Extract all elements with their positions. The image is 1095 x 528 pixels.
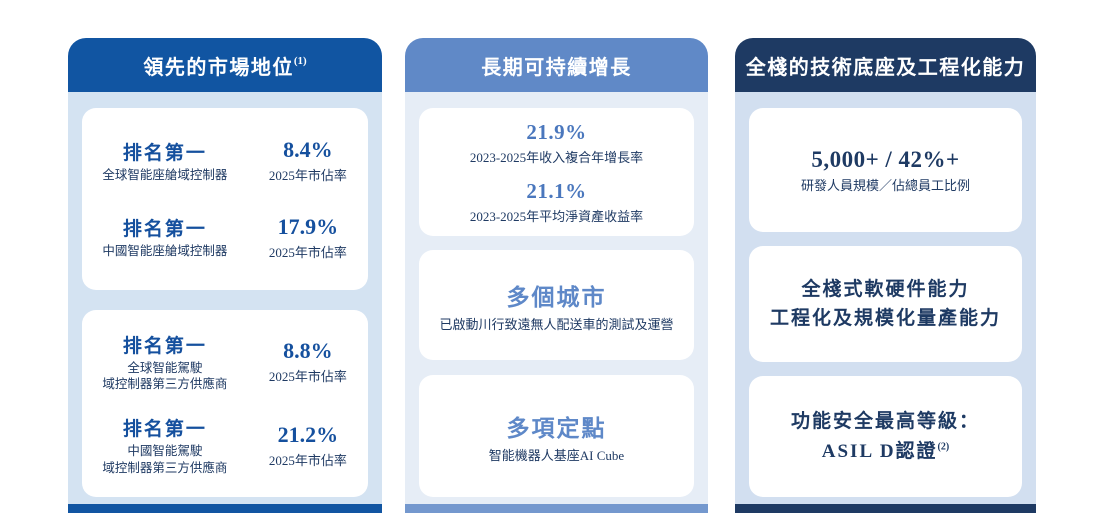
cagr-value: 21.9% [526,119,587,144]
design-wins-value: 多項定點 [506,415,607,441]
capability-card: 全棧式軟硬件能力 工程化及規模化量產能力 [749,246,1022,362]
market-share-value: 8.8% [283,338,333,364]
column-panel: 21.9% 2023-2025年收入複合年增長率 21.1% 2023-2025… [405,92,708,504]
market-share-caption: 2025年市佔率 [268,369,347,385]
column-header-fullstack-technology: 全棧的技術底座及工程化能力 [735,38,1036,92]
market-share-value: 21.2% [277,421,339,447]
column-panel: 5,000+ / 42%+ 研發人員規模／佔總員工比例 全棧式軟硬件能力 工程化… [735,92,1036,504]
column-market-position: 領先的市場地位 (1) 排名第一 全球智能座艙域控制器 8.4% 2025年市佔率 [68,38,382,513]
market-share-caption: 2025年市佔率 [268,452,347,468]
column-title: 領先的市場地位 [143,56,294,79]
stat-card-design-wins: 多項定點 智能機器人基座AI Cube [419,375,694,497]
ranking-entry: 排名第一 中國智能座艙域控制器 17.9% 2025年市佔率 [82,214,368,261]
stat-block: 多個城市 已啟動川行致遠無人配送車的測試及運營 [419,278,694,333]
capability-line: 工程化及規模化量產能力 [769,308,1001,329]
market-share-value: 17.9% [277,213,339,239]
rd-staff-caption: 研發人員規模／佔總員工比例 [800,177,970,193]
stat-card-cities: 多個城市 已啟動川行致遠無人配送車的測試及運營 [419,250,694,360]
ranking-entry: 排名第一 中國智能駕駛 域控制器第三方供應商 21.2% 2025年市佔率 [82,414,368,477]
ranking-subtitle: 全球智能座艙域控制器 [102,167,228,182]
column-footer-bar [68,504,382,513]
ranking-label-block: 排名第一 全球智能座艙域控制器 [82,138,248,184]
ranking-entry: 排名第一 全球智能駕駛 域控制器第三方供應商 8.8% 2025年市佔率 [82,331,368,394]
ranking-label-block: 排名第一 中國智能座艙域控制器 [82,214,248,260]
stat-card-cockpit: 排名第一 全球智能座艙域控制器 8.4% 2025年市佔率 排名第一 中國智能座… [82,108,368,290]
ranking-subtitle: 中國智能駕駛 域控制器第三方供應商 [102,443,228,475]
column-fullstack-technology: 全棧的技術底座及工程化能力 5,000+ / 42%+ 研發人員規模／佔總員工比… [735,38,1036,513]
stat-block: 21.9% 2023-2025年收入複合年增長率 [419,120,694,166]
column-title: 長期可持續增長 [481,56,632,79]
stat-block: 21.1% 2023-2025年平均淨資產收益率 [419,179,694,225]
ranking-value-block: 21.2% 2025年市佔率 [248,422,368,469]
stat-card-driving: 排名第一 全球智能駕駛 域控制器第三方供應商 8.8% 2025年市佔率 排名第… [82,310,368,497]
cagr-caption: 2023-2025年收入複合年增長率 [469,149,644,165]
safety-certification-text: 功能安全最高等級： ASIL D認證(2) [749,407,1022,466]
capability-text: 全棧式軟硬件能力 工程化及規模化量產能力 [749,275,1022,334]
safety-line: 功能安全最高等級： [790,411,980,433]
ranking-title: 排名第一 [122,335,207,357]
footnote-marker-2: (2) [937,441,950,453]
column-panel: 排名第一 全球智能座艙域控制器 8.4% 2025年市佔率 排名第一 中國智能座… [68,92,382,504]
cities-caption: 已啟動川行致遠無人配送車的測試及運營 [439,316,674,332]
ranking-subtitle: 中國智能座艙域控制器 [102,244,228,259]
market-share-value: 8.4% [283,137,333,163]
ranking-label-block: 排名第一 全球智能駕駛 域控制器第三方供應商 [82,331,248,394]
stat-card-growth-rates: 21.9% 2023-2025年收入複合年增長率 21.1% 2023-2025… [419,108,694,236]
cities-value: 多個城市 [506,284,607,310]
stat-block: 多項定點 智能機器人基座AI Cube [419,409,694,464]
column-header-market-position: 領先的市場地位 (1) [68,38,382,92]
ranking-entry: 排名第一 全球智能座艙域控制器 8.4% 2025年市佔率 [82,137,368,184]
safety-line: ASIL D認證(2) [749,437,1022,466]
rd-staff-value: 5,000+ / 42%+ [811,146,960,172]
stat-block: 5,000+ / 42%+ 研發人員規模／佔總員工比例 [749,147,1022,194]
ranking-subtitle: 全球智能駕駛 域控制器第三方供應商 [102,360,228,392]
roe-value: 21.1% [526,178,587,203]
capability-line: 全棧式軟硬件能力 [801,278,970,300]
ranking-title: 排名第一 [122,219,207,241]
column-footer-bar [405,504,708,513]
column-title: 全棧的技術底座及工程化能力 [745,56,1026,79]
column-footer-bar [735,504,1036,513]
ranking-label-block: 排名第一 中國智能駕駛 域控制器第三方供應商 [82,414,248,477]
ranking-title: 排名第一 [122,418,207,440]
market-share-caption: 2025年市佔率 [268,244,347,260]
ranking-title: 排名第一 [122,142,207,164]
column-sustainable-growth: 長期可持續增長 21.9% 2023-2025年收入複合年增長率 21.1% 2… [405,38,708,513]
safety-certification-card: 功能安全最高等級： ASIL D認證(2) [749,376,1022,497]
column-header-sustainable-growth: 長期可持續增長 [405,38,708,92]
asil-text: ASIL D認證 [821,440,938,462]
footnote-marker-1: (1) [293,55,307,67]
ranking-value-block: 8.4% 2025年市佔率 [248,137,368,184]
ranking-value-block: 17.9% 2025年市佔率 [248,214,368,261]
roe-caption: 2023-2025年平均淨資產收益率 [469,208,644,224]
design-wins-caption: 智能機器人基座AI Cube [488,447,625,463]
ranking-value-block: 8.8% 2025年市佔率 [248,338,368,385]
market-share-caption: 2025年市佔率 [268,168,347,184]
stat-card-rd-staff: 5,000+ / 42%+ 研發人員規模／佔總員工比例 [749,108,1022,232]
